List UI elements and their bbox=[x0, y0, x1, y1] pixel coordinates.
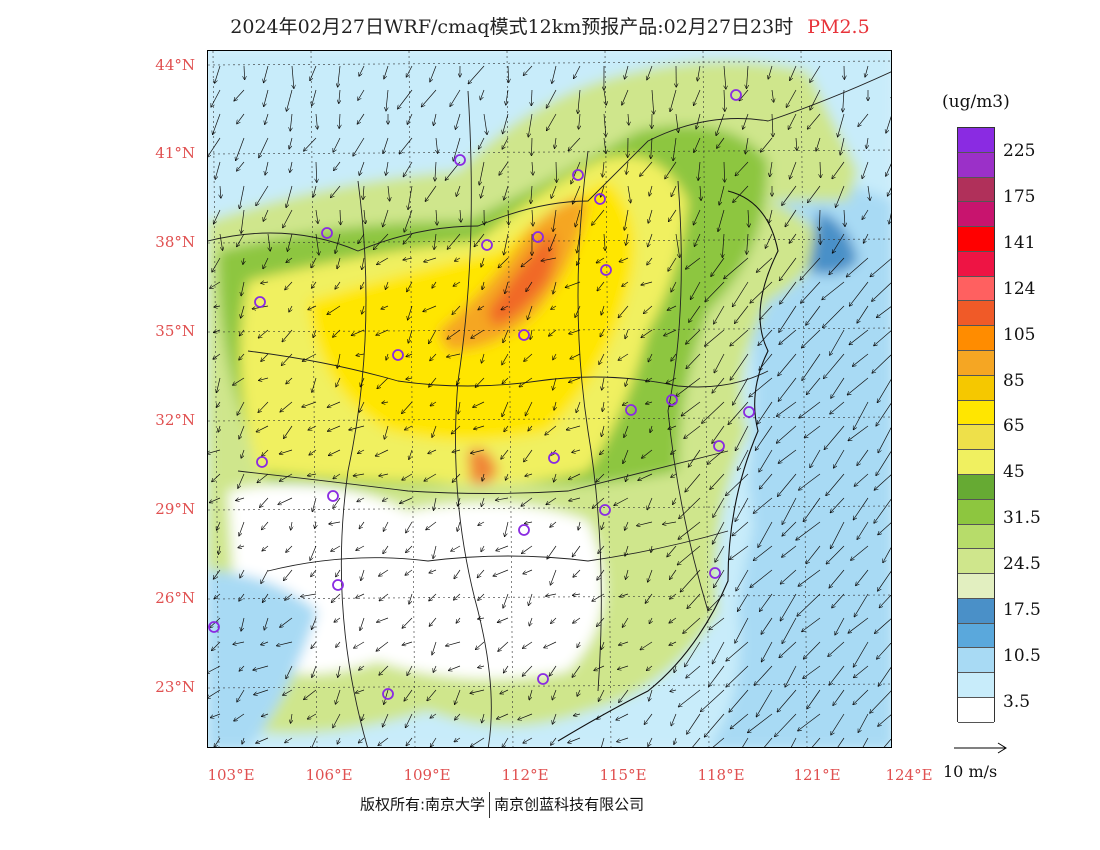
lon-label-115: 115°E bbox=[599, 766, 647, 784]
legend-swatch bbox=[958, 301, 994, 327]
legend-label: 175 bbox=[1003, 187, 1036, 207]
lat-label-32: 32°N bbox=[155, 411, 195, 429]
legend-unit: (ug/m3) bbox=[942, 92, 1010, 112]
legend-label: 45 bbox=[1003, 462, 1025, 482]
legend-label: 141 bbox=[1003, 233, 1036, 253]
legend-swatch bbox=[958, 598, 994, 624]
legend-swatch bbox=[958, 450, 994, 475]
company-text: 南京创蓝科技有限公司 bbox=[494, 795, 645, 814]
legend-label: 65 bbox=[1003, 416, 1025, 436]
lon-label-124: 124°E bbox=[885, 766, 933, 784]
legend-swatch bbox=[958, 128, 994, 153]
legend-swatch bbox=[958, 499, 994, 525]
legend-swatch bbox=[958, 574, 994, 599]
wind-scale-label: 10 m/s bbox=[943, 762, 998, 781]
legend-label: 3.5 bbox=[1003, 692, 1031, 712]
city-marker bbox=[392, 349, 404, 361]
lon-label-109: 109°E bbox=[403, 766, 451, 784]
lat-label-23: 23°N bbox=[155, 678, 195, 696]
city-marker bbox=[382, 688, 394, 700]
city-marker bbox=[454, 154, 466, 166]
legend-label: 124 bbox=[1003, 279, 1036, 299]
city-marker bbox=[481, 239, 493, 251]
legend-swatch bbox=[958, 673, 994, 698]
wind-vectors bbox=[208, 65, 891, 747]
city-marker bbox=[321, 227, 333, 239]
legend-label: 24.5 bbox=[1003, 554, 1041, 574]
city-marker bbox=[208, 621, 220, 633]
legend-swatch bbox=[958, 648, 994, 674]
city-marker bbox=[332, 579, 344, 591]
legend-swatch bbox=[958, 623, 994, 649]
city-marker bbox=[572, 169, 584, 181]
city-marker bbox=[743, 406, 755, 418]
legend-swatch bbox=[958, 326, 994, 352]
legend-label: 105 bbox=[1003, 325, 1036, 345]
legend-swatch bbox=[958, 375, 994, 401]
legend-label: 85 bbox=[1003, 371, 1025, 391]
pollutant-label: PM2.5 bbox=[807, 16, 870, 38]
lat-label-29: 29°N bbox=[155, 500, 195, 518]
lat-label-38: 38°N bbox=[155, 233, 195, 251]
map-frame bbox=[207, 50, 892, 748]
city-marker bbox=[713, 440, 725, 452]
city-marker bbox=[532, 231, 544, 243]
legend-swatch bbox=[958, 524, 994, 550]
legend-label: 17.5 bbox=[1003, 600, 1041, 620]
lon-label-121: 121°E bbox=[793, 766, 841, 784]
legend-swatch bbox=[958, 351, 994, 376]
city-marker bbox=[600, 264, 612, 276]
lat-label-35: 35°N bbox=[155, 322, 195, 340]
lat-label-44: 44°N bbox=[155, 56, 195, 74]
map-title: 2024年02月27日WRF/cmaq模式12km预报产品:02月27日23时 P… bbox=[0, 12, 1100, 39]
lon-label-112: 112°E bbox=[501, 766, 549, 784]
legend-label: 10.5 bbox=[1003, 646, 1041, 666]
legend-swatch bbox=[958, 276, 994, 302]
city-marker bbox=[709, 567, 721, 579]
pm25-map bbox=[208, 51, 891, 747]
city-marker bbox=[599, 504, 611, 516]
city-marker bbox=[518, 524, 530, 536]
divider bbox=[489, 792, 491, 818]
city-marker bbox=[518, 329, 530, 341]
lon-label-118: 118°E bbox=[697, 766, 745, 784]
legend-swatch bbox=[958, 549, 994, 575]
lat-label-41: 41°N bbox=[155, 144, 195, 162]
copyright-footer: 版权所有:南京大学 南京创蓝科技有限公司 bbox=[360, 792, 644, 818]
city-markers bbox=[208, 89, 755, 700]
title-text: 2024年02月27日WRF/cmaq模式12km预报产品:02月27日23时 bbox=[230, 16, 794, 38]
legend-label: 225 bbox=[1003, 141, 1036, 161]
city-marker bbox=[254, 296, 266, 308]
city-marker bbox=[548, 452, 560, 464]
wind-scale-arrow bbox=[954, 742, 1007, 754]
city-marker bbox=[537, 673, 549, 685]
city-marker bbox=[730, 89, 742, 101]
legend-swatch bbox=[958, 400, 994, 426]
city-marker bbox=[594, 193, 606, 205]
copyright-text: 版权所有:南京大学 bbox=[360, 795, 486, 814]
legend-swatch bbox=[958, 425, 994, 451]
lon-label-106: 106°E bbox=[305, 766, 353, 784]
city-marker bbox=[625, 404, 637, 416]
legend-swatch bbox=[958, 152, 994, 178]
legend-swatch bbox=[958, 177, 994, 203]
city-marker bbox=[666, 394, 678, 406]
color-legend bbox=[957, 127, 995, 723]
legend-label: 31.5 bbox=[1003, 508, 1041, 528]
legend-swatch bbox=[958, 474, 994, 500]
legend-swatch bbox=[958, 227, 994, 252]
legend-swatch bbox=[958, 251, 994, 277]
city-marker bbox=[327, 490, 339, 502]
city-marker bbox=[256, 456, 268, 468]
legend-swatch bbox=[958, 202, 994, 228]
lon-label-103: 103°E bbox=[207, 766, 255, 784]
lat-label-26: 26°N bbox=[155, 589, 195, 607]
pm25-field bbox=[208, 51, 891, 747]
legend-swatch bbox=[958, 697, 994, 723]
